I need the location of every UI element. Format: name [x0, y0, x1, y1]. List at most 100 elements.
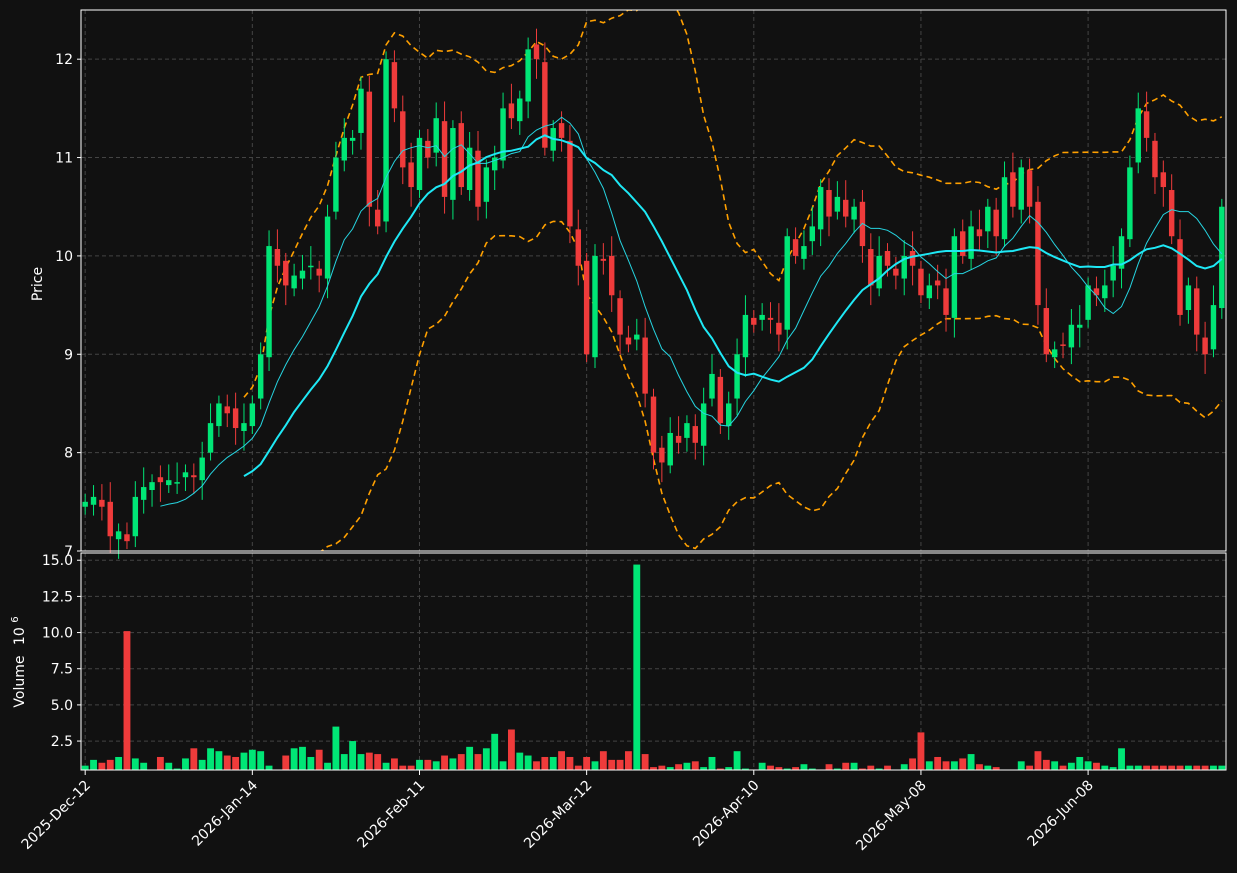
volume-bar — [1210, 765, 1217, 770]
volume-bar — [666, 767, 674, 770]
volume-panel-frame — [80, 552, 1227, 771]
candle-body — [834, 196, 841, 212]
volume-bar — [959, 758, 967, 770]
candle-body — [508, 103, 515, 119]
candle-body — [308, 265, 314, 268]
volume-y-tick-label: 7.5 — [51, 662, 73, 678]
volume-bar — [842, 762, 850, 770]
volume-bar — [299, 746, 306, 770]
candle-body — [558, 123, 565, 138]
volume-bar — [115, 756, 123, 770]
volume-bar — [1126, 765, 1134, 770]
volume-bar — [917, 732, 925, 770]
candle-body — [751, 317, 757, 325]
candle-body — [625, 337, 632, 345]
candle-body — [191, 475, 197, 478]
volume-bar — [474, 754, 482, 770]
candle-body — [759, 314, 765, 320]
price-y-tick-label: 9 — [64, 347, 73, 363]
volume-bar — [516, 752, 524, 770]
candle-body — [491, 157, 498, 171]
candle-body — [993, 209, 999, 237]
volume-bar — [441, 755, 448, 770]
candle-body — [659, 447, 665, 463]
candle-body — [884, 250, 891, 266]
candle-body — [383, 59, 389, 222]
candle-body — [374, 209, 381, 227]
candle-body — [408, 162, 414, 188]
volume-bar — [976, 764, 983, 770]
volume-y-tick-label: 10.0 — [42, 626, 73, 642]
volume-bar — [984, 765, 992, 770]
candle-body — [1068, 324, 1075, 348]
candle-body — [692, 426, 699, 443]
candle-body — [700, 403, 707, 446]
price-panel-frame — [80, 9, 1227, 552]
volume-bar — [583, 756, 591, 770]
candle-body — [82, 501, 88, 507]
candle-body — [1210, 305, 1217, 350]
volume-bar — [290, 748, 298, 770]
volume-bar — [850, 762, 858, 770]
volume-bar — [775, 767, 783, 770]
volume-bar — [324, 762, 331, 770]
volume-bar — [257, 751, 265, 770]
candle-body — [132, 496, 139, 537]
volume-bar — [315, 749, 323, 770]
volume-bar — [859, 768, 866, 770]
candle-body — [283, 260, 289, 286]
svg-text:Volume 10 6: Volume 10 6 — [10, 616, 28, 707]
volume-y-label: Volume 10 6 — [10, 616, 28, 707]
candle-body — [299, 270, 306, 279]
candle-body — [583, 260, 590, 355]
candle-body — [458, 123, 464, 188]
volume-bar — [1051, 761, 1059, 770]
candle-body — [1085, 285, 1091, 320]
upper-band — [243, 10, 1223, 398]
volume-bar — [507, 729, 515, 770]
volume-bar — [332, 726, 340, 770]
price-bands — [243, 10, 1223, 551]
volume-bar — [599, 751, 607, 770]
candle-body — [1102, 285, 1108, 299]
slow-moving-average — [243, 134, 1223, 477]
candle-body — [199, 457, 205, 481]
candle-body — [893, 268, 899, 276]
volume-bar — [424, 759, 432, 770]
volume-bar — [390, 758, 398, 770]
price-y-tick-label: 10 — [55, 249, 73, 265]
volume-bar — [491, 733, 499, 770]
volume-bar — [716, 768, 724, 770]
candle-body — [960, 231, 966, 256]
candle-body — [684, 423, 690, 438]
volume-bar — [792, 767, 800, 770]
volume-bar — [165, 762, 173, 770]
candle-body — [792, 239, 799, 256]
candle-body — [826, 190, 832, 217]
candle-body — [1219, 206, 1225, 309]
candle-body — [592, 255, 598, 358]
volume-bar — [783, 768, 791, 770]
volume-bar — [767, 765, 774, 770]
volume-bar — [282, 755, 290, 770]
candle-body — [1143, 111, 1150, 138]
volume-bar — [466, 746, 474, 770]
volume-bar — [1184, 765, 1192, 770]
volume-bar — [875, 768, 883, 770]
volume-y-tick-label: 15.0 — [42, 553, 73, 569]
candle-body — [241, 423, 247, 431]
volume-bar — [123, 631, 131, 770]
candle-body — [943, 288, 949, 315]
candle-body — [868, 249, 874, 286]
volume-bar — [1218, 765, 1226, 770]
candle-body — [617, 298, 623, 335]
candle-body — [968, 226, 974, 259]
candle-body — [207, 423, 214, 453]
candle-body — [525, 49, 531, 102]
volume-bar — [1109, 767, 1117, 770]
volume-bar — [942, 761, 950, 770]
candle-body — [1035, 201, 1041, 306]
volume-bar — [934, 756, 942, 770]
volume-y-tick-label: 2.5 — [51, 734, 73, 750]
candle-body — [149, 482, 155, 491]
